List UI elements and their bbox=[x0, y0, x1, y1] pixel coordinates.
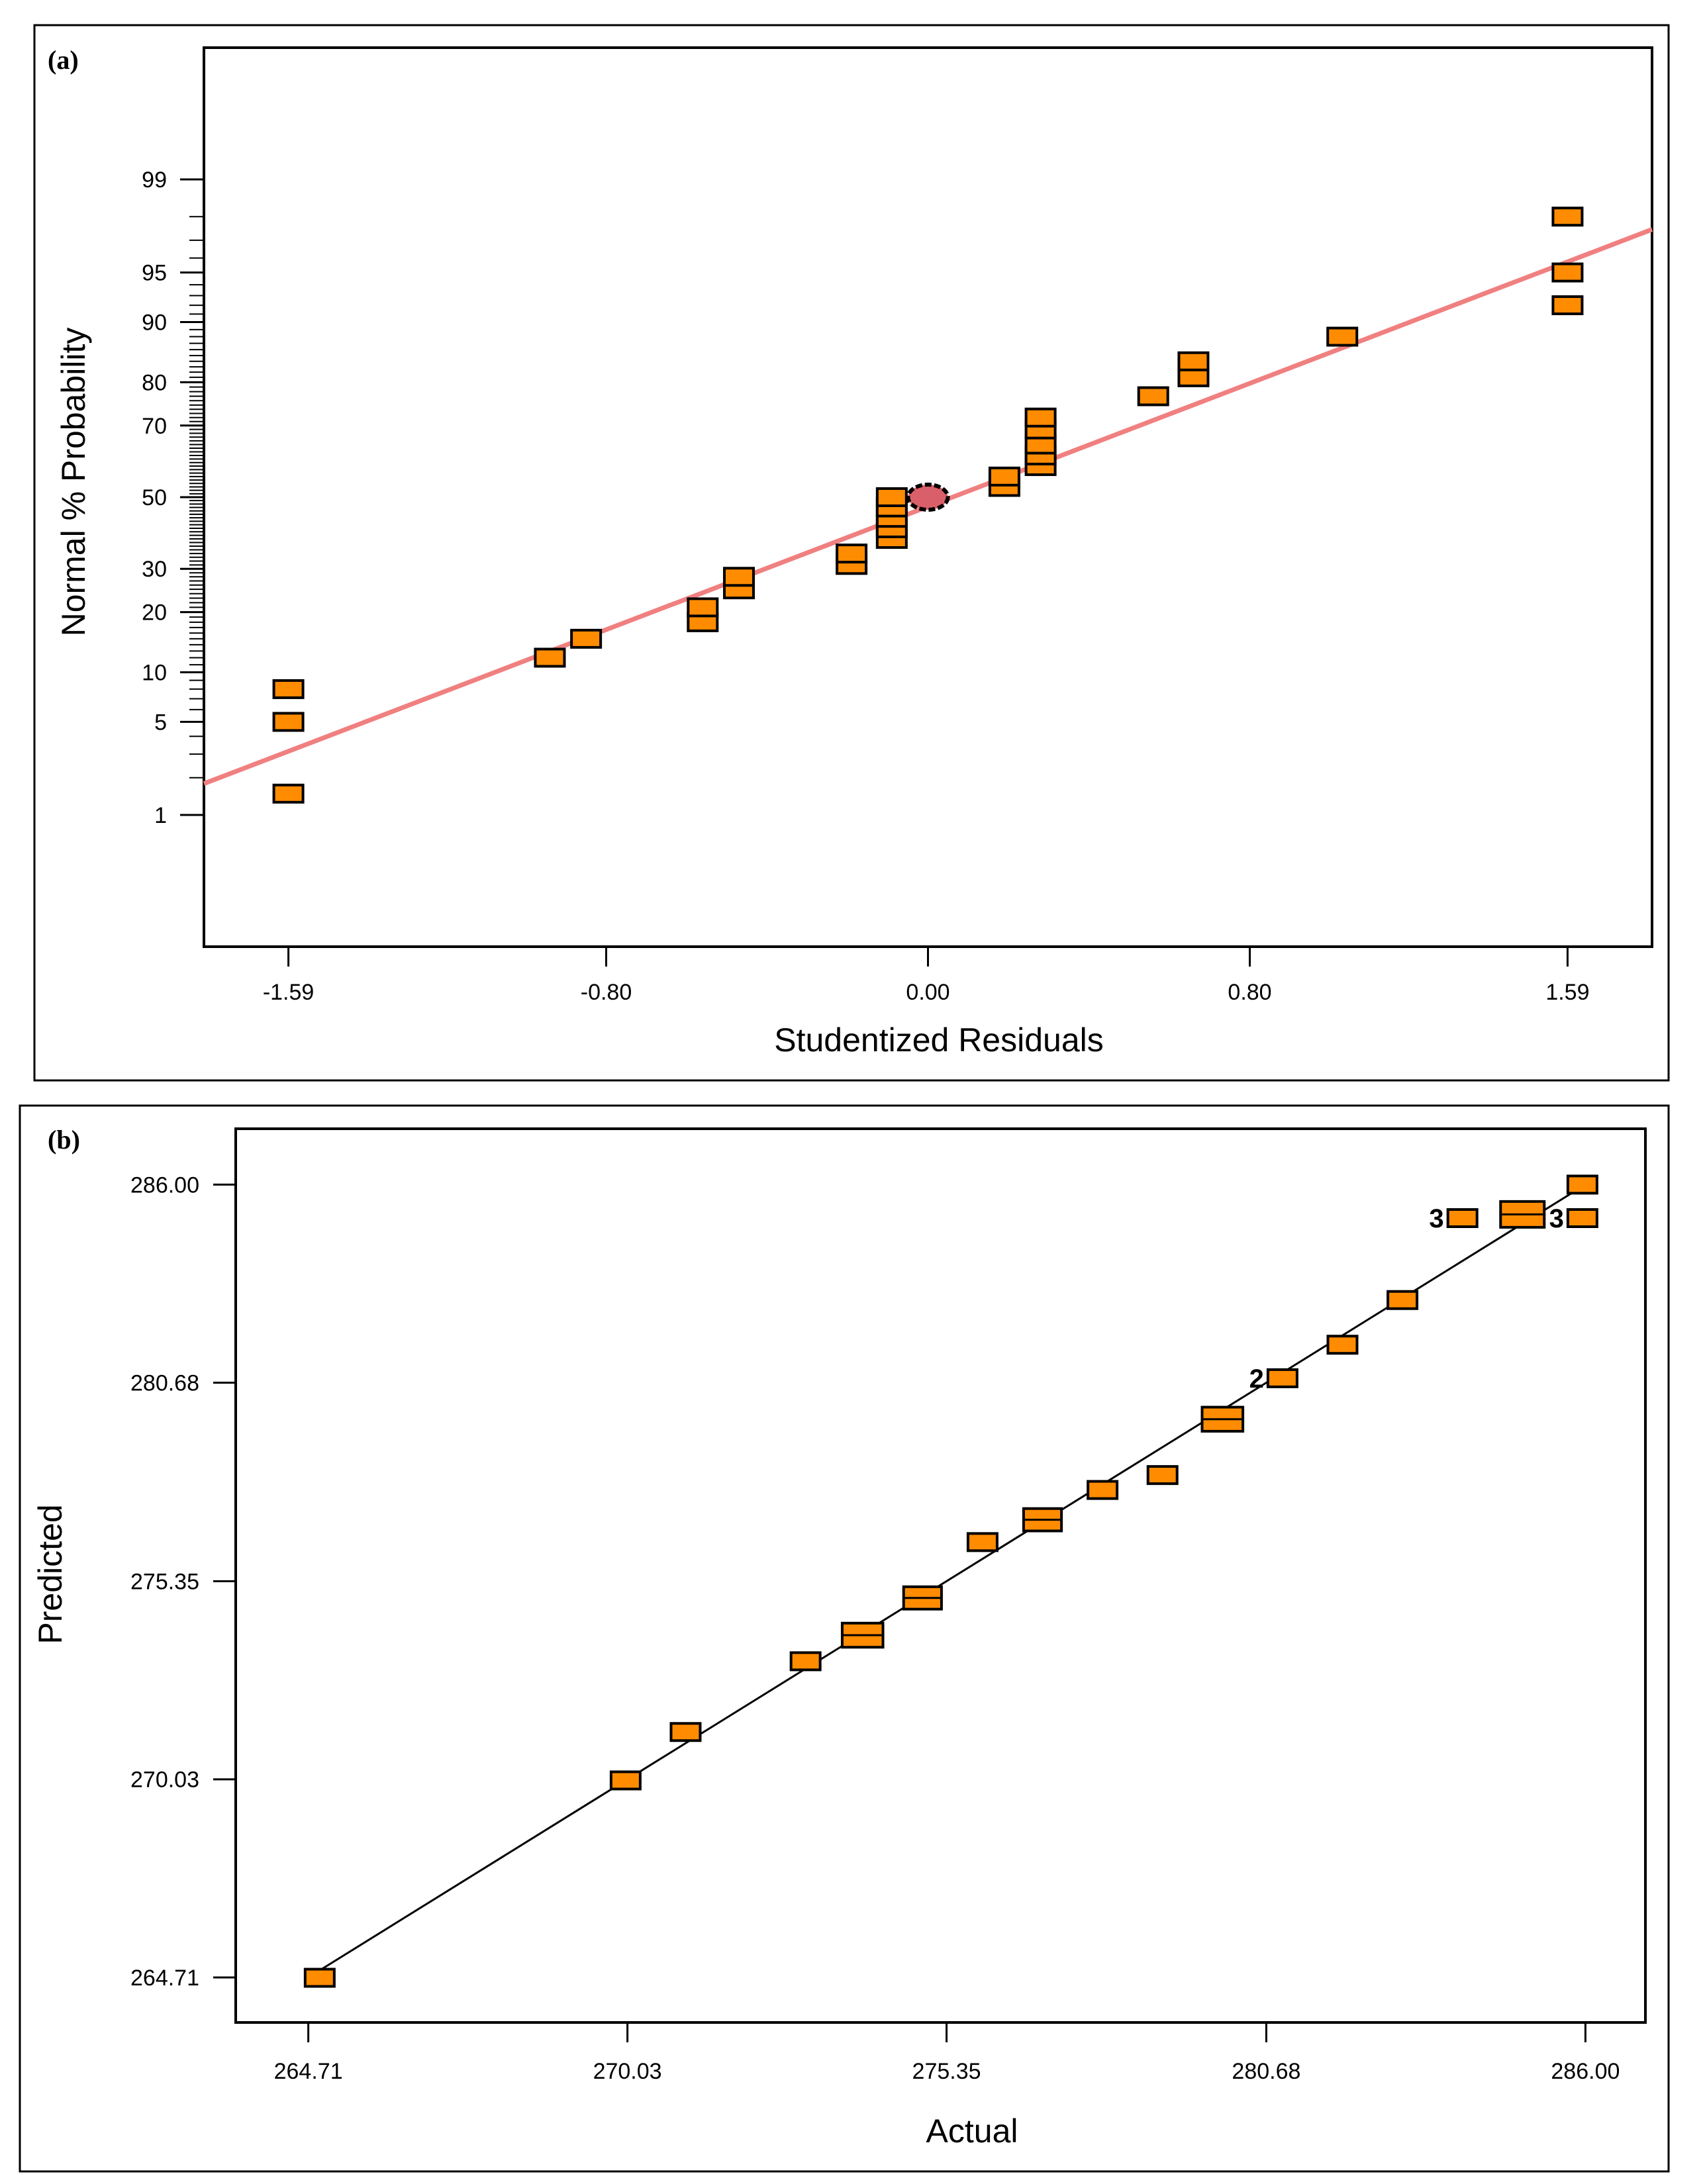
data-point bbox=[609, 1770, 642, 1791]
data-point bbox=[1387, 1290, 1419, 1310]
data-point bbox=[1266, 1368, 1298, 1388]
data-point bbox=[534, 647, 566, 668]
data-point bbox=[1551, 207, 1584, 227]
y-tick-label: 275.35 bbox=[130, 1569, 199, 1594]
data-point bbox=[789, 1651, 822, 1672]
x-tick-label: 286.00 bbox=[1551, 2059, 1620, 2084]
data-point bbox=[1137, 386, 1169, 406]
panel-a-ylabel: Normal % Probability bbox=[55, 328, 92, 637]
panel-b-xlabel: Actual bbox=[926, 2113, 1018, 2150]
y-tick-label: 286.00 bbox=[130, 1172, 199, 1198]
y-tick-label: 5 bbox=[154, 710, 167, 735]
panel-b-letter: (b) bbox=[48, 1125, 80, 1155]
data-point bbox=[303, 1968, 336, 1988]
y-tick-label: 20 bbox=[142, 600, 167, 626]
y-tick-label: 99 bbox=[142, 167, 167, 193]
data-point bbox=[272, 679, 305, 699]
data-point bbox=[1024, 407, 1057, 428]
data-point bbox=[722, 567, 755, 587]
y-tick-label: 80 bbox=[142, 370, 167, 395]
panel-a-frame bbox=[33, 24, 1670, 1082]
x-tick-label: 0.00 bbox=[906, 980, 950, 1005]
data-point bbox=[988, 466, 1020, 487]
y-tick-label: 50 bbox=[142, 485, 167, 510]
panel-a-xlabel: Studentized Residuals bbox=[774, 1021, 1104, 1059]
panel-a-letter: (a) bbox=[48, 45, 79, 75]
data-point bbox=[836, 544, 868, 564]
design-point-marker bbox=[906, 483, 950, 512]
x-tick-label: 270.03 bbox=[593, 2059, 662, 2084]
data-point bbox=[966, 1532, 999, 1552]
data-point bbox=[875, 487, 908, 507]
y-tick-label: 90 bbox=[142, 310, 167, 336]
data-point bbox=[1326, 1335, 1359, 1355]
x-tick-label: 280.68 bbox=[1232, 2059, 1300, 2084]
point-count-label: 3 bbox=[1429, 1204, 1443, 1233]
data-point bbox=[570, 628, 603, 649]
data-point bbox=[1326, 326, 1359, 347]
point-count-label: 2 bbox=[1249, 1364, 1264, 1394]
panel-b-ylabel: Predicted bbox=[32, 1504, 69, 1644]
x-tick-label: -0.80 bbox=[581, 980, 632, 1005]
data-point bbox=[669, 1722, 702, 1742]
panel-b-frame bbox=[19, 1104, 1670, 2173]
data-point bbox=[1446, 1208, 1479, 1228]
x-tick-label: 1.59 bbox=[1545, 980, 1589, 1005]
plot-b: 264.71 270.03 275.35 280.68 286.00 264.71 270.… bbox=[130, 1127, 1647, 2084]
plot-b-area bbox=[234, 1127, 1647, 2024]
data-point bbox=[1551, 262, 1584, 283]
plot-a: 1 5 10 20 30 50 70 80 90 95 99 -1.59 -0.80 0.00 0.80 1.… bbox=[142, 46, 1653, 1005]
y-tick-label: 70 bbox=[142, 414, 167, 439]
y-tick-label: 1 bbox=[154, 803, 167, 828]
data-point bbox=[1146, 1465, 1179, 1486]
y-tick-label: 264.71 bbox=[130, 1966, 199, 1991]
data-point bbox=[875, 518, 908, 538]
y-tick-label: 30 bbox=[142, 557, 167, 582]
x-tick-label: 275.35 bbox=[912, 2059, 981, 2084]
data-point bbox=[1087, 1480, 1119, 1500]
data-point bbox=[687, 597, 719, 618]
y-tick-label: 10 bbox=[142, 660, 167, 685]
y-tick-label: 95 bbox=[142, 261, 167, 286]
fit-line bbox=[319, 1184, 1586, 1971]
y-tick-label: 280.68 bbox=[130, 1371, 199, 1396]
data-point bbox=[1551, 295, 1584, 316]
data-point bbox=[1566, 1174, 1598, 1195]
data-point bbox=[1177, 367, 1210, 387]
x-tick-label: 0.80 bbox=[1228, 980, 1271, 1005]
point-count-label: 3 bbox=[1549, 1204, 1564, 1233]
data-point bbox=[272, 712, 305, 732]
data-point bbox=[272, 783, 305, 804]
data-point bbox=[1177, 351, 1210, 371]
x-tick-label: -1.59 bbox=[263, 980, 315, 1005]
y-tick-label: 270.03 bbox=[130, 1768, 199, 1793]
x-tick-label: 264.71 bbox=[274, 2059, 343, 2084]
data-point bbox=[1566, 1208, 1598, 1228]
